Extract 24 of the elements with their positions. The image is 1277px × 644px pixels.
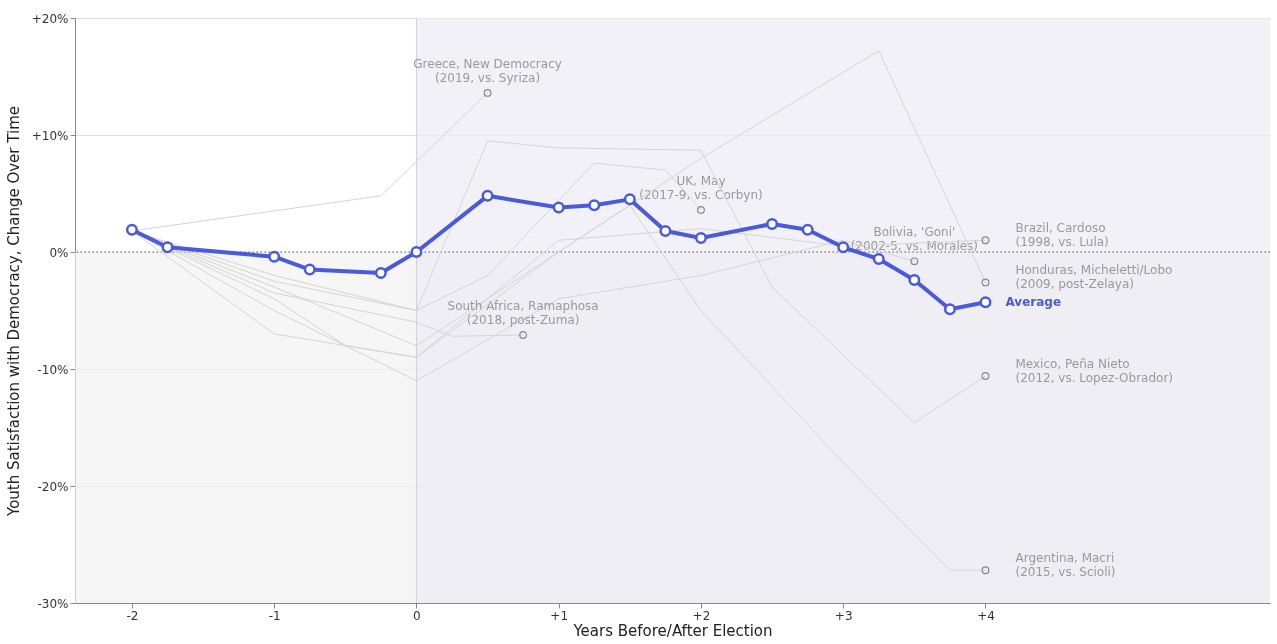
x-tick-label: +3 — [834, 608, 853, 623]
y-tick-label: 0% — [49, 245, 69, 260]
text: Argentina, Macri (2015, vs. Scioli) — [1015, 551, 1116, 580]
x-tick-label: +2 — [692, 608, 711, 623]
x-tick-label: -1 — [268, 608, 281, 623]
x-tick-label: +4 — [977, 608, 995, 623]
y-tick-label: -30% — [37, 596, 69, 611]
y-tick-label: +20% — [31, 11, 69, 26]
y-tick-label: -20% — [37, 479, 69, 494]
y-tick-label: -10% — [37, 362, 69, 377]
text: Brazil, Cardoso (1998, vs. Lula) — [1015, 221, 1109, 250]
series-label: Bolivia, 'Goni' (2002-5, vs. Morales) — [850, 225, 979, 254]
x-tick-label: +1 — [550, 608, 569, 623]
x-tick-label: -2 — [126, 608, 139, 623]
text: Honduras, Micheletti/Lobo (2009, post-Zelaya) — [1015, 263, 1173, 292]
series-label: South Africa, Ramaphosa (2018, post-Zuma) — [447, 299, 599, 328]
x-tick-label: 0 — [413, 608, 421, 623]
y-axis-title: Youth Satisfaction with Democracy, Change Over Time — [4, 106, 23, 517]
series-label: Greece, New Democracy (2019, vs. Syriza) — [413, 56, 562, 85]
series-label: Average — [1005, 295, 1062, 310]
text: Mexico, Peña Nieto (2012, vs. Lopez-Obrador) — [1015, 357, 1174, 386]
x-axis-title: Years Before/After Election — [572, 621, 773, 640]
y-tick-label: +10% — [31, 128, 69, 143]
series-label: UK, May (2017-9, vs. Corbyn) — [639, 173, 763, 202]
